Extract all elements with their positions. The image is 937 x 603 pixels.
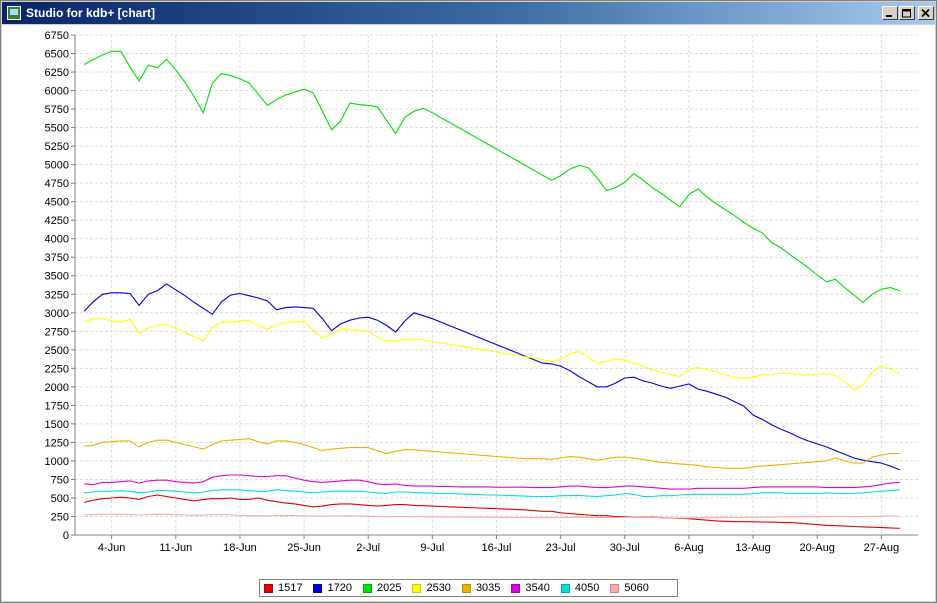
y-tick-label: 3750 [45,252,69,264]
y-tick-label: 2000 [45,382,69,394]
legend-swatch [511,583,521,593]
x-tick-label: 13-Aug [735,542,770,554]
legend: 1517 1720 2025 2530 3035 3540 4050 5060 [259,579,678,597]
minimize-button[interactable] [882,6,898,20]
legend-label: 2530 [426,582,451,594]
series-line-2530 [84,318,900,391]
legend-swatch [412,583,422,593]
legend-item-2530: 2530 [412,582,451,594]
maximize-icon [902,8,911,17]
x-tick-label: 9-Jul [420,542,444,554]
legend-item-1517: 1517 [264,582,302,594]
x-tick-label: 25-Jun [287,542,321,554]
y-tick-label: 750 [51,474,69,486]
legend-label: 3035 [475,582,501,594]
y-tick-label: 1750 [45,400,69,412]
legend-label: 1517 [278,582,303,594]
y-tick-label: 2250 [45,363,69,375]
y-tick-label: 6000 [45,86,69,98]
window-title: Studio for kdb+ [chart] [26,6,155,20]
x-tick-label: 27-Aug [864,542,899,554]
legend-swatch [610,583,620,593]
y-tick-label: 2750 [45,326,69,338]
legend-label: 4050 [574,582,600,594]
y-tick-label: 6500 [45,49,69,61]
y-tick-label: 1500 [45,419,69,431]
y-tick-label: 250 [51,511,69,523]
series-lines [83,50,900,529]
legend-label: 1720 [327,582,352,594]
title-bar[interactable]: Studio for kdb+ [chart] [2,2,935,24]
legend-swatch [264,583,273,593]
close-button[interactable] [918,6,934,20]
line-chart: 0 250 500 750 1000 1250 1500 1750 2000 2250 2500 27… [45,30,918,554]
axes: 0 250 500 750 1000 1250 1500 1750 2000 2250 2500 27… [45,30,918,554]
x-tick-label: 6-Aug [674,542,703,554]
y-tick-label: 2500 [45,345,69,357]
y-tick-label: 3500 [45,271,69,283]
y-tick-label: 4500 [45,197,69,209]
x-tick-label: 11-Jun [159,542,192,554]
y-tick-label: 3250 [45,289,69,301]
legend-swatch [362,583,372,593]
legend-item-3540: 3540 [511,582,550,594]
legend-item-2025: 2025 [362,582,402,594]
legend-label: 3540 [525,582,550,594]
y-tick-label: 3000 [45,308,69,320]
legend-label: 5060 [624,582,649,594]
minimize-icon [886,15,892,17]
x-tick-label: 18-Jun [223,542,257,554]
legend-swatch [313,583,323,593]
series-line-4050 [84,489,900,498]
chart-panel: 0 250 500 750 1000 1250 1500 1750 2000 2250 2500 27… [2,25,935,601]
y-tick-label: 0 [63,530,69,542]
y-tick-label: 6250 [45,67,69,79]
legend-item-3035: 3035 [461,582,501,594]
legend-swatch [461,583,471,593]
legend-item-5060: 5060 [610,582,649,594]
series-line-5060 [84,513,900,519]
legend-item-1720: 1720 [313,582,352,594]
y-tick-label: 4000 [45,234,69,246]
y-tick-label: 5750 [45,104,69,116]
maximize-button[interactable] [899,6,915,20]
series-line-1517 [84,494,900,529]
x-tick-label: 23-Jul [546,542,576,554]
x-tick-label: 2-Jul [356,542,380,554]
legend-label: 2025 [376,582,402,594]
series-line-2025 [83,50,900,304]
series-line-3035 [84,438,900,469]
y-tick-label: 1250 [45,437,69,449]
y-tick-label: 4750 [45,178,69,190]
app-icon [7,6,21,20]
series-line-1720 [83,283,900,471]
close-icon [921,8,930,17]
y-tick-label: 5250 [45,141,69,153]
y-tick-label: 5000 [45,160,69,172]
y-tick-label: 1000 [45,456,69,468]
series-line-3540 [84,474,900,490]
x-tick-label: 30-Jul [610,542,640,554]
x-tick-label: 4-Jun [98,542,126,554]
x-tick-label: 20-Aug [799,542,834,554]
x-tick-label: 16-Jul [482,542,512,554]
legend-swatch [560,583,570,593]
y-tick-label: 6750 [45,30,69,42]
legend-item-4050: 4050 [560,582,600,594]
grid [75,34,918,536]
y-tick-label: 500 [51,493,69,505]
y-tick-label: 5500 [45,123,69,135]
y-tick-label: 4250 [45,215,69,227]
